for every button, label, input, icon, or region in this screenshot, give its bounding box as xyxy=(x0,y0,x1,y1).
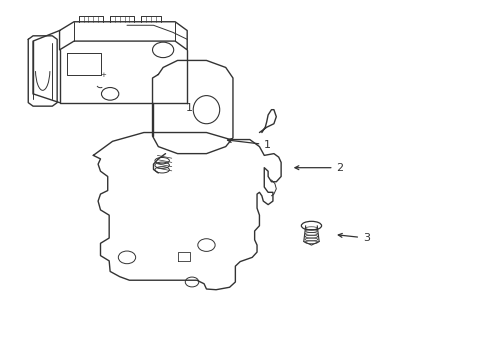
Text: +: + xyxy=(100,72,106,77)
Text: 1: 1 xyxy=(186,103,193,113)
Text: 1: 1 xyxy=(227,139,271,150)
Text: 3: 3 xyxy=(338,233,370,243)
Text: 2: 2 xyxy=(295,163,343,173)
